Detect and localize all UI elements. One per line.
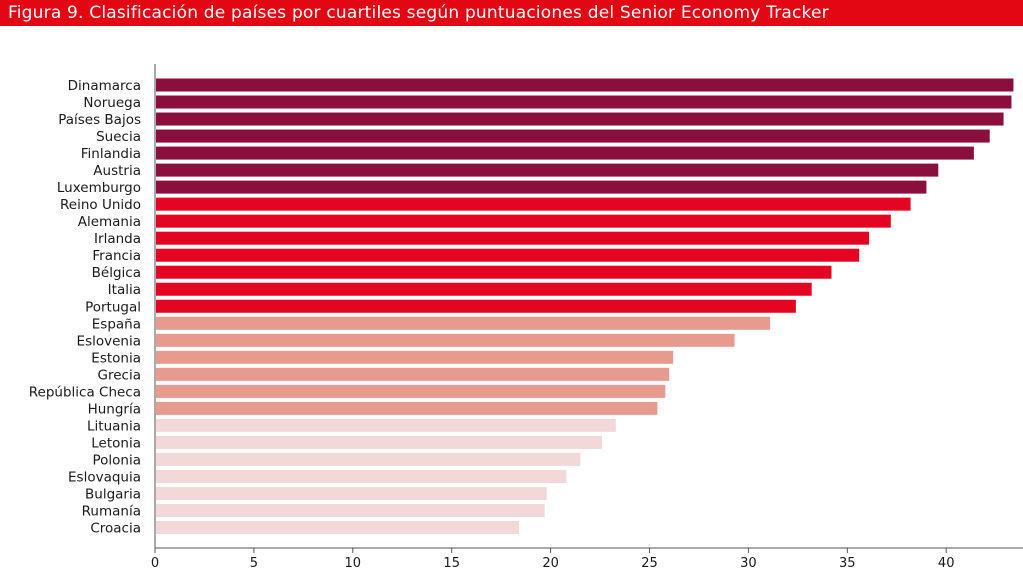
bar bbox=[156, 486, 547, 500]
category-label: Bulgaria bbox=[85, 486, 141, 502]
category-label: Estonia bbox=[91, 350, 141, 366]
bar bbox=[156, 95, 1012, 109]
category-label: Alemania bbox=[78, 214, 141, 230]
x-tick-label: 35 bbox=[839, 556, 856, 571]
bar bbox=[156, 401, 658, 415]
category-label: Croacia bbox=[90, 521, 141, 537]
x-tick-label: 10 bbox=[345, 556, 362, 571]
bar bbox=[156, 78, 1014, 92]
category-label: Austria bbox=[93, 163, 141, 179]
bar bbox=[156, 146, 974, 160]
bar bbox=[156, 350, 674, 364]
bar bbox=[156, 180, 927, 194]
bar bbox=[156, 469, 567, 483]
bar bbox=[156, 521, 519, 535]
bar bbox=[156, 282, 812, 296]
bars-group bbox=[156, 78, 1014, 535]
bar bbox=[156, 367, 670, 381]
bar bbox=[156, 435, 603, 449]
category-label: Italia bbox=[108, 282, 141, 298]
x-tick-label: 5 bbox=[250, 556, 258, 571]
category-label: Portugal bbox=[85, 299, 141, 315]
bar bbox=[156, 299, 796, 313]
x-tick-label: 0 bbox=[151, 556, 159, 571]
x-tick-label: 15 bbox=[443, 556, 460, 571]
category-label: Bélgica bbox=[92, 265, 141, 281]
category-label: Irlanda bbox=[94, 231, 141, 247]
category-label: España bbox=[92, 316, 141, 332]
category-label: Países Bajos bbox=[58, 112, 141, 128]
bar bbox=[156, 316, 771, 330]
category-label: Dinamarca bbox=[68, 78, 141, 94]
bar bbox=[156, 214, 891, 228]
bar bbox=[156, 248, 860, 262]
category-label: Hungría bbox=[88, 401, 141, 417]
bar bbox=[156, 163, 939, 177]
category-label: Lituania bbox=[87, 418, 141, 434]
category-label: Grecia bbox=[98, 367, 141, 383]
category-label: República Checa bbox=[29, 384, 141, 400]
category-label: Suecia bbox=[96, 129, 141, 145]
x-tick-label: 20 bbox=[542, 556, 559, 571]
bar bbox=[156, 384, 666, 398]
bar bbox=[156, 504, 545, 517]
bar bbox=[156, 197, 911, 211]
bar bbox=[156, 231, 870, 245]
bar bbox=[156, 129, 990, 143]
bar bbox=[156, 265, 832, 279]
x-tick-label: 25 bbox=[641, 556, 658, 571]
chart-title: Figura 9. Clasificación de países por cu… bbox=[0, 0, 1023, 26]
x-tick-label: 30 bbox=[740, 556, 757, 571]
bar bbox=[156, 418, 616, 432]
category-label: Polonia bbox=[92, 452, 141, 468]
bar bbox=[156, 112, 1004, 126]
category-label: Noruega bbox=[83, 95, 141, 111]
x-tick-label: 40 bbox=[938, 556, 955, 571]
x-axis-ticks: 0 5 10 15 20 25 30 35 40 bbox=[151, 548, 955, 571]
category-label: Eslovenia bbox=[77, 333, 141, 349]
category-label: Reino Unido bbox=[60, 197, 141, 213]
bar bbox=[156, 452, 581, 466]
category-label: Luxemburgo bbox=[57, 180, 141, 196]
category-label: Eslovaquia bbox=[68, 469, 141, 485]
bar bbox=[156, 333, 735, 347]
category-label: Francia bbox=[92, 248, 141, 264]
category-label: Finlandia bbox=[81, 146, 141, 162]
category-label: Letonia bbox=[91, 435, 141, 451]
category-label: Rumanía bbox=[82, 504, 141, 520]
